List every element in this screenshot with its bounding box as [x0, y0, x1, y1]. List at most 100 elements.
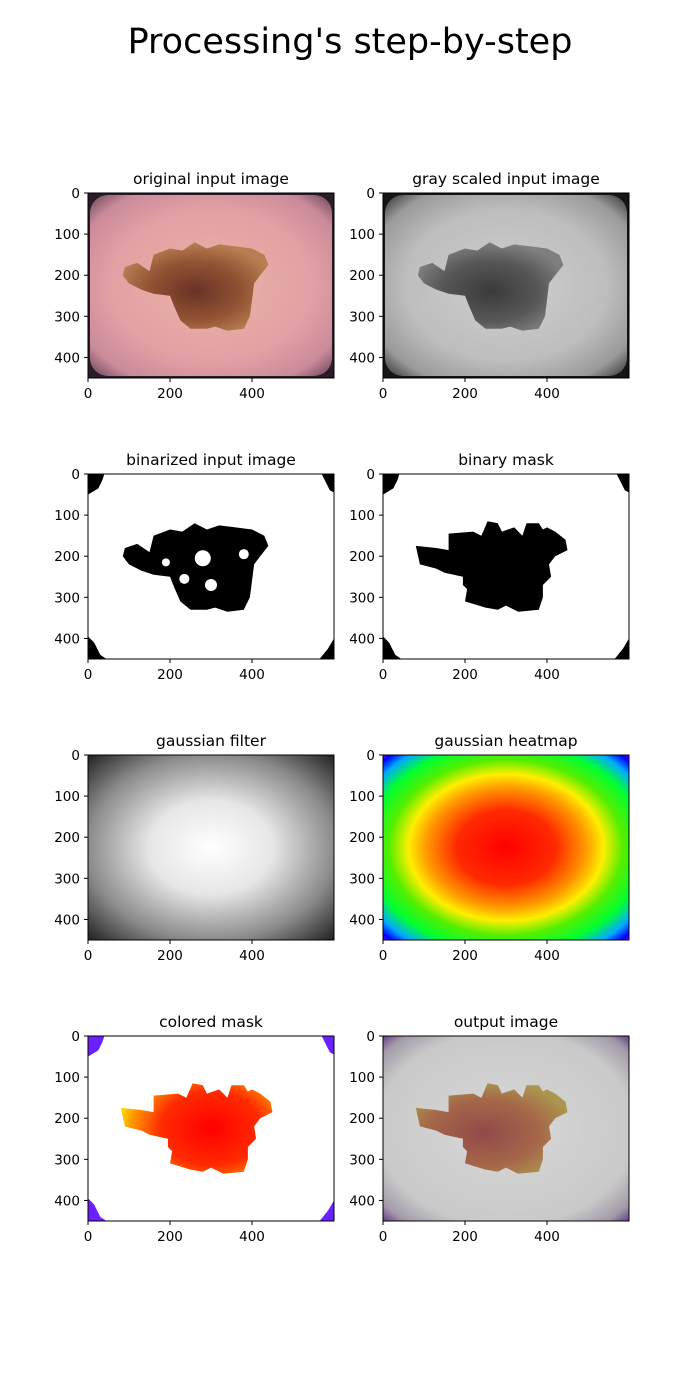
y-tick-label: 200 — [54, 549, 80, 565]
panel-title: gray scaled input image — [412, 170, 600, 188]
lesion — [415, 521, 568, 612]
y-tick-label: 300 — [349, 590, 375, 606]
y-tick-label: 100 — [54, 1070, 80, 1086]
lesion-hole-4 — [161, 558, 170, 567]
y-tick-label: 400 — [54, 631, 80, 647]
lesion — [122, 523, 269, 612]
axes-frame — [382, 473, 630, 660]
x-tick-label: 400 — [534, 667, 560, 683]
x-tick-label: 200 — [157, 948, 183, 964]
figure-suptitle: Processing's step-by-step — [127, 22, 573, 62]
axes-frame — [382, 754, 630, 941]
x-tick-label: 200 — [452, 386, 478, 402]
x-tick-label: 0 — [379, 948, 388, 964]
x-tick-label: 400 — [534, 386, 560, 402]
lesion-hole-0 — [194, 550, 211, 567]
x-tick-label: 200 — [452, 1229, 478, 1245]
y-tick-label: 300 — [54, 871, 80, 887]
y-tick-label: 400 — [349, 1193, 375, 1209]
y-tick-label: 400 — [54, 912, 80, 928]
panel-title: gaussian heatmap — [434, 732, 577, 750]
lesion — [417, 242, 564, 331]
blob-corner-1 — [321, 474, 334, 493]
panel-gaussian-filter: gaussian filter 0 100 200 300 400 0 200 400 — [54, 732, 335, 964]
y-tick-label: 100 — [54, 789, 80, 805]
y-tick-label: 300 — [349, 309, 375, 325]
x-tick-label: 0 — [84, 667, 93, 683]
y-tick-label: 300 — [54, 309, 80, 325]
panel-output-image: output image 0 100 200 300 400 0 200 400 — [349, 1013, 630, 1245]
y-tick-label: 200 — [54, 830, 80, 846]
x-tick-label: 200 — [452, 667, 478, 683]
panel-gray-scaled-input-image: gray scaled input image 0 100 200 300 400 0 200… — [349, 170, 630, 402]
axes-frame — [87, 473, 335, 660]
x-tick-label: 400 — [239, 948, 265, 964]
y-tick-label: 100 — [349, 227, 375, 243]
y-tick-label: 0 — [366, 186, 375, 202]
x-tick-label: 200 — [157, 386, 183, 402]
y-tick-label: 0 — [366, 467, 375, 483]
x-tick-label: 0 — [379, 386, 388, 402]
x-tick-label: 200 — [157, 1229, 183, 1245]
axes-frame — [382, 1035, 630, 1222]
lesion — [415, 1083, 568, 1174]
axes-frame — [87, 192, 335, 379]
blob-corner-3 — [319, 1200, 334, 1221]
lesion-hole-3 — [238, 549, 249, 560]
axes-frame — [87, 754, 335, 941]
y-tick-label: 100 — [349, 508, 375, 524]
y-tick-label: 300 — [54, 590, 80, 606]
x-tick-label: 400 — [239, 386, 265, 402]
x-tick-label: 400 — [534, 1229, 560, 1245]
panel-title: original input image — [133, 170, 289, 188]
blob-corner-3 — [319, 638, 334, 659]
panel-title: gaussian filter — [156, 732, 267, 750]
y-tick-label: 200 — [349, 549, 375, 565]
y-tick-label: 300 — [349, 1152, 375, 1168]
blob-corner-2 — [88, 636, 107, 659]
y-tick-label: 400 — [54, 350, 80, 366]
y-tick-label: 400 — [349, 631, 375, 647]
blob-corner-0 — [383, 474, 400, 495]
y-tick-label: 400 — [349, 350, 375, 366]
lesion-hole-1 — [179, 573, 190, 584]
y-tick-label: 300 — [349, 871, 375, 887]
blob-corner-2 — [88, 1198, 107, 1221]
y-tick-label: 100 — [349, 789, 375, 805]
x-tick-label: 400 — [239, 1229, 265, 1245]
y-tick-label: 0 — [71, 748, 80, 764]
panel-original-input-image: original input image 0 100 200 300 400 0 200 400 — [54, 170, 335, 402]
panel-title: binarized input image — [126, 451, 296, 469]
y-tick-label: 200 — [54, 268, 80, 284]
x-tick-label: 0 — [84, 948, 93, 964]
blob-corner-3 — [614, 638, 629, 659]
y-tick-label: 400 — [54, 1193, 80, 1209]
y-tick-label: 200 — [349, 1111, 375, 1127]
y-tick-label: 0 — [71, 1029, 80, 1045]
axes-frame — [87, 1035, 335, 1222]
y-tick-label: 200 — [54, 1111, 80, 1127]
y-tick-label: 400 — [349, 912, 375, 928]
axes-frame — [382, 192, 630, 379]
heatmap-surface — [383, 755, 629, 940]
y-tick-label: 200 — [349, 830, 375, 846]
panel-title: output image — [454, 1013, 558, 1031]
y-tick-label: 0 — [366, 748, 375, 764]
panel-title: binary mask — [458, 451, 554, 469]
y-tick-label: 0 — [71, 467, 80, 483]
y-tick-label: 100 — [54, 227, 80, 243]
x-tick-label: 400 — [239, 667, 265, 683]
y-tick-label: 100 — [349, 1070, 375, 1086]
panel-binarized-input-image: binarized input image 0 100 200 300 400 0 200 40… — [54, 451, 335, 683]
x-tick-label: 200 — [452, 948, 478, 964]
x-tick-label: 200 — [157, 667, 183, 683]
panel-gaussian-heatmap: gaussian heatmap 0 100 200 300 400 0 200 400 — [349, 732, 630, 964]
x-tick-label: 0 — [379, 667, 388, 683]
x-tick-label: 0 — [379, 1229, 388, 1245]
gaussian-surface — [88, 755, 334, 940]
x-tick-label: 0 — [84, 1229, 93, 1245]
y-tick-label: 100 — [54, 508, 80, 524]
blob-corner-1 — [616, 474, 629, 493]
blob-corner-2 — [383, 636, 402, 659]
